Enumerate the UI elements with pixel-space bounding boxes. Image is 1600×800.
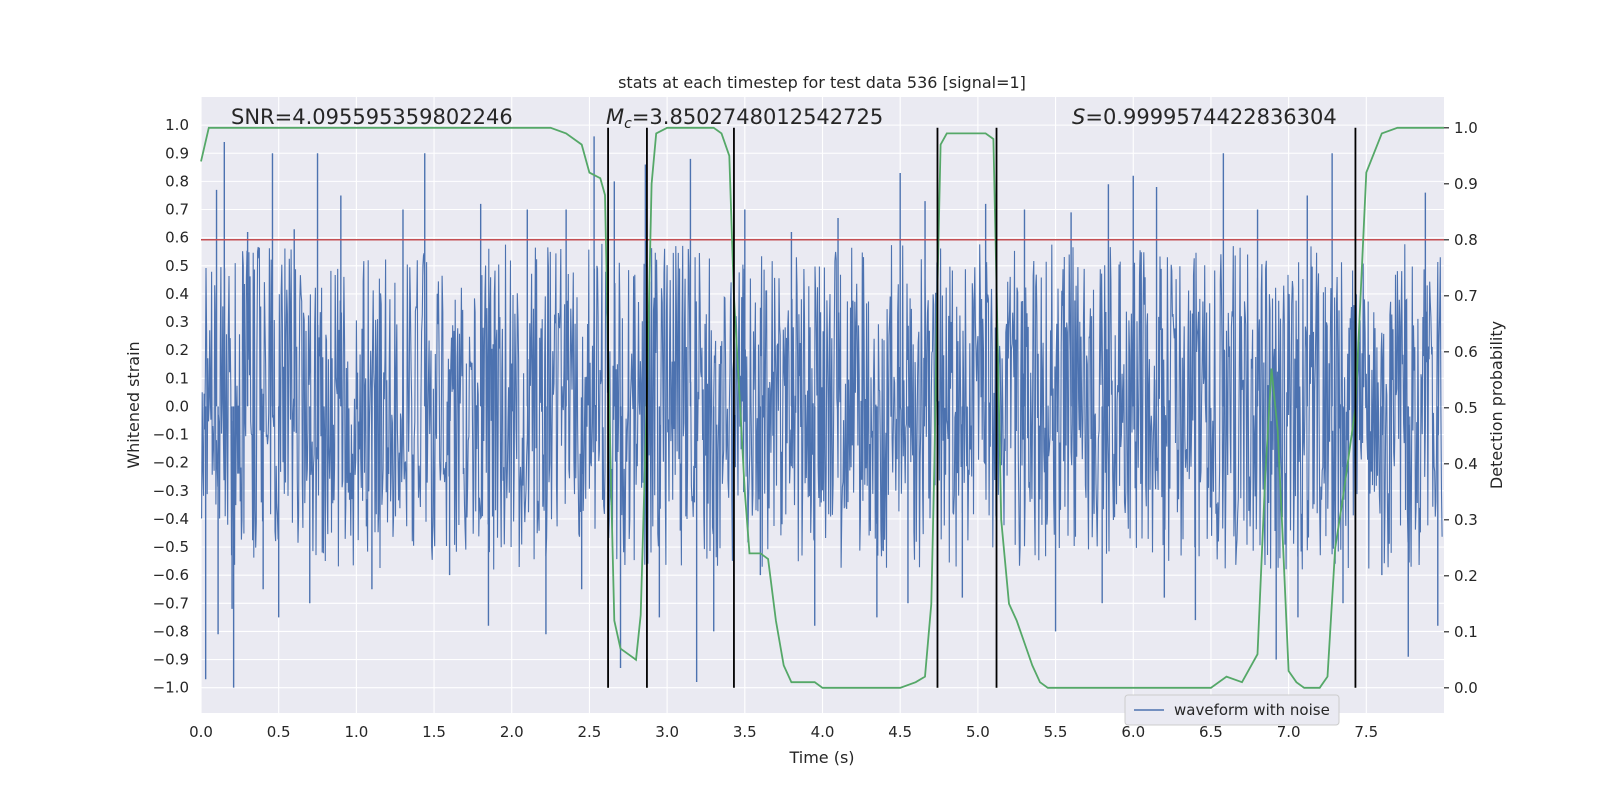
legend-box [1124, 694, 1340, 726]
x-tick-label: 5.5 [1044, 723, 1068, 741]
legend-label-waveform: waveform with noise [1174, 701, 1330, 719]
x-tick-label: 5.0 [966, 723, 990, 741]
x-tick-label: 0.0 [189, 723, 213, 741]
y-tick-label: −0.2 [153, 454, 189, 472]
y-tick-label: −0.9 [153, 651, 189, 669]
chirp-mass-annotation: Mc=3.8502748012542725 [606, 105, 883, 132]
y2-axis-label: Detection probability [1487, 321, 1506, 489]
y-tick-label: −0.3 [153, 482, 189, 500]
y2-tick-label: 0.2 [1454, 567, 1478, 585]
y-tick-label: −0.7 [153, 594, 189, 612]
y-tick-label: −0.5 [153, 538, 189, 556]
y-axis-label: Whitened strain [124, 341, 143, 468]
x-tick-label: 6.0 [1121, 723, 1145, 741]
x-tick-label: 1.5 [422, 723, 446, 741]
signal-plot [200, 136, 1443, 688]
y2-tick-label: 0.3 [1454, 511, 1478, 529]
y-tick-label: 0.7 [165, 201, 189, 219]
y-tick-label: 0.5 [165, 257, 189, 275]
tick-labels: 0.0 0.5 1.0 1.5 2.0 2.5 3.0 3.5 4.0 4.5 5.0 5.5 6.0 6… [153, 116, 1478, 741]
y-tick-label: −0.8 [153, 622, 189, 640]
y2-tick-label: 0.7 [1454, 287, 1478, 305]
y-tick-label: −1.0 [153, 679, 189, 697]
y2-tick-label: 1.0 [1454, 119, 1478, 137]
y-tick-label: 0.9 [165, 144, 189, 162]
waveform-with-noise-series [200, 243, 1443, 570]
x-tick-label: 2.0 [500, 723, 524, 741]
y2-tick-label: 0.1 [1454, 623, 1478, 641]
x-tick-label: 0.5 [267, 723, 291, 741]
y-tick-label: −0.1 [153, 426, 189, 444]
y-tick-label: −0.6 [153, 566, 189, 584]
x-tick-label: 7.0 [1277, 723, 1301, 741]
y2-tick-label: 0.0 [1454, 679, 1478, 697]
y2-tick-label: 0.9 [1454, 175, 1478, 193]
overlay-plot [200, 126, 1444, 689]
y-tick-label: 0.6 [165, 229, 189, 247]
legend: waveform with noise [1124, 694, 1340, 726]
x-tick-label: 3.5 [733, 723, 757, 741]
snr-annotation: SNR=4.095595359802246 [231, 105, 513, 129]
y-tick-label: 0.4 [165, 285, 189, 303]
x-tick-label: 7.5 [1354, 723, 1378, 741]
s-statistic-annotation: S=0.9999574422836304 [1072, 105, 1337, 129]
y-tick-label: 0.2 [165, 341, 189, 359]
y2-tick-label: 0.6 [1454, 343, 1478, 361]
detection-probability-series [200, 126, 1444, 689]
y2-tick-label: 0.5 [1454, 399, 1478, 417]
x-tick-label: 3.0 [655, 723, 679, 741]
y2-tick-label: 0.8 [1454, 231, 1478, 249]
x-tick-label: 1.0 [344, 723, 368, 741]
x-axis-label: Time (s) [788, 748, 854, 767]
y-tick-label: 0.0 [165, 397, 189, 415]
x-tick-label: 4.5 [888, 723, 912, 741]
y-tick-label: 0.3 [165, 313, 189, 331]
y-tick-label: −0.4 [153, 510, 189, 528]
y-tick-label: 0.8 [165, 172, 189, 190]
y2-tick-label: 0.4 [1454, 455, 1478, 473]
y-tick-label: 0.1 [165, 369, 189, 387]
chart-title: stats at each timestep for test data 536… [618, 73, 1026, 92]
x-tick-label: 6.5 [1199, 723, 1223, 741]
y-tick-label: 1.0 [165, 116, 189, 134]
x-tick-label: 2.5 [578, 723, 602, 741]
x-tick-label: 4.0 [811, 723, 835, 741]
